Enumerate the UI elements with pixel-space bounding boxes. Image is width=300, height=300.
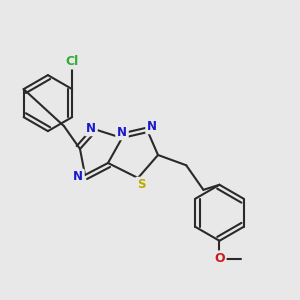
Text: N: N (73, 170, 83, 184)
Text: N: N (86, 122, 96, 134)
Text: S: S (137, 178, 145, 191)
Text: O: O (214, 252, 225, 265)
Text: N: N (117, 125, 127, 139)
Text: N: N (147, 119, 157, 133)
Text: Cl: Cl (65, 55, 79, 68)
